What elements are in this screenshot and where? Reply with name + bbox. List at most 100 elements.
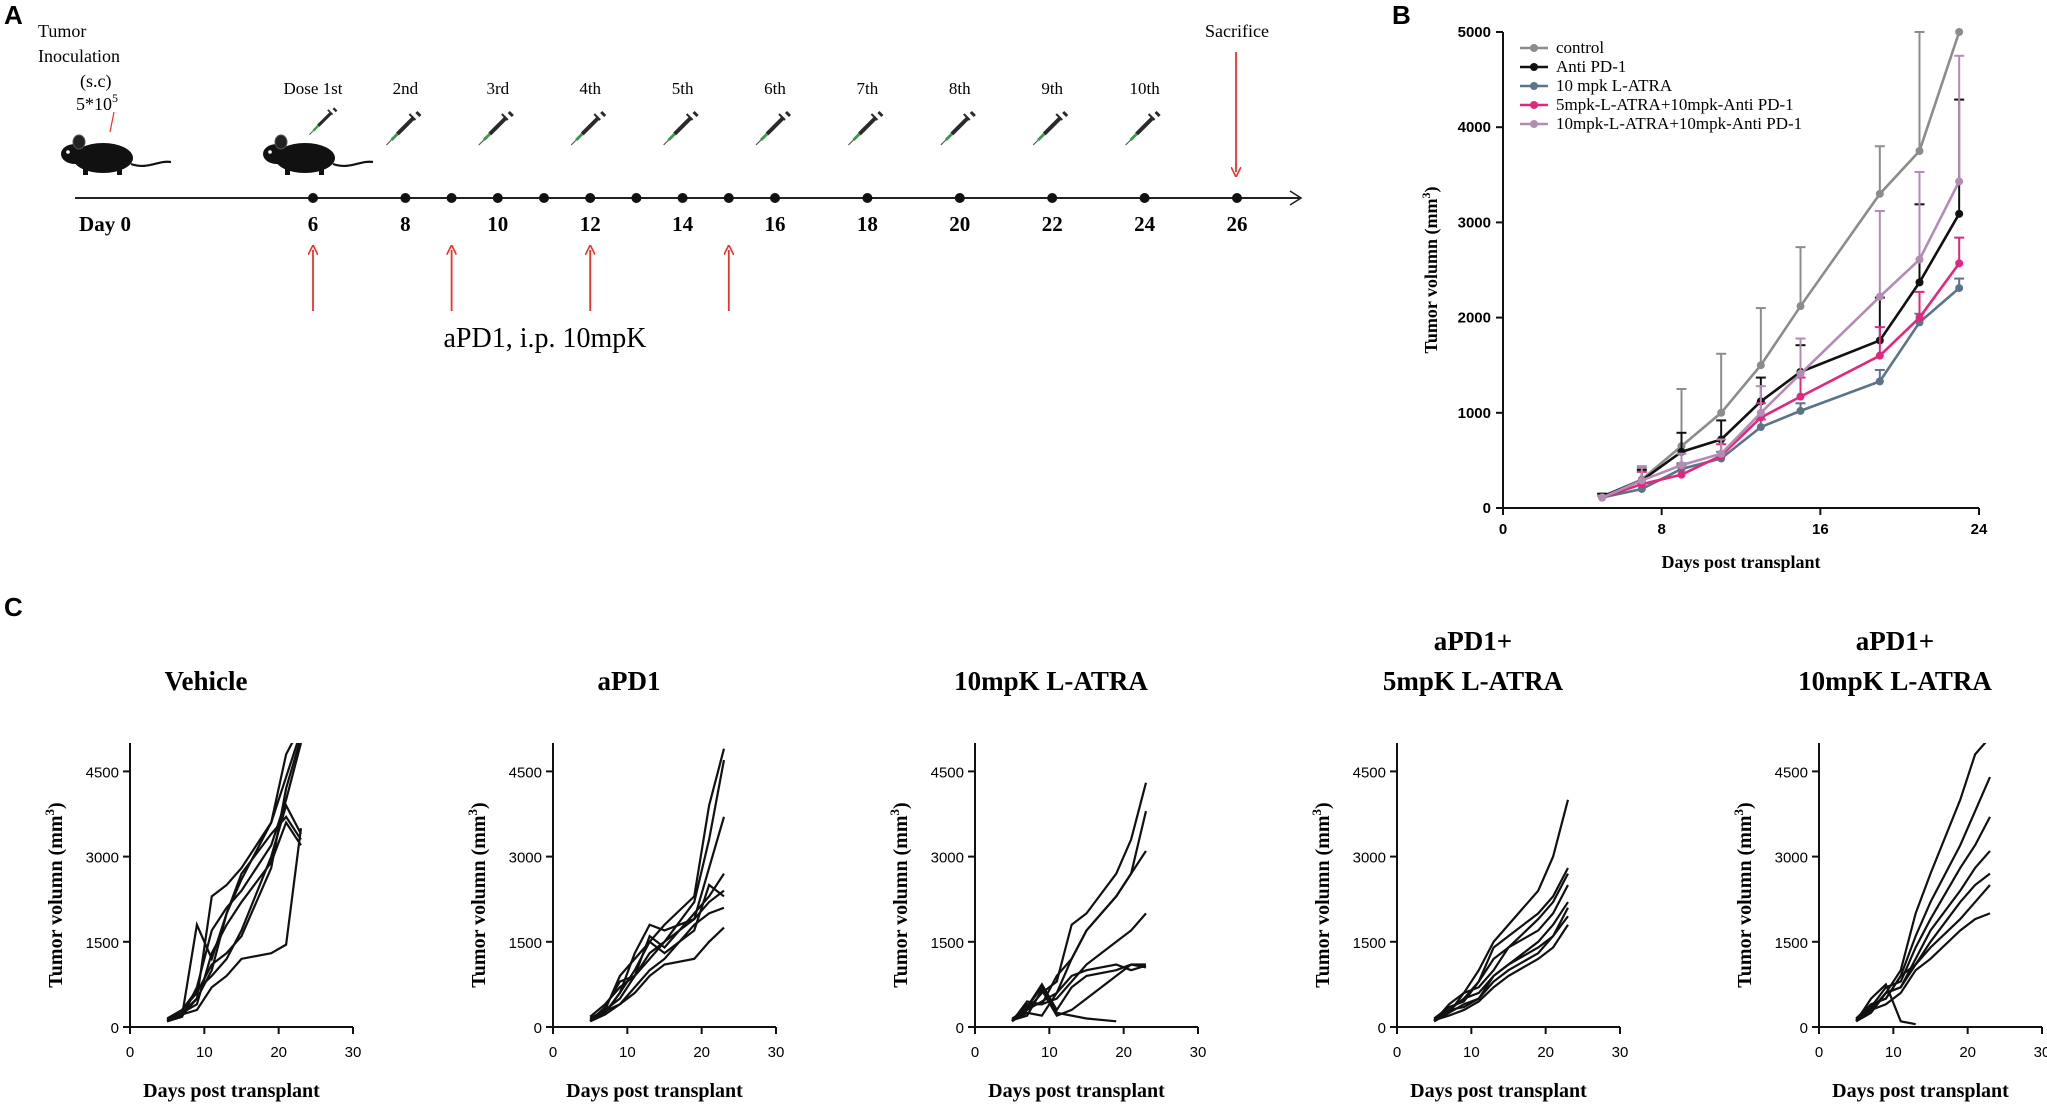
data-point: [1677, 461, 1686, 470]
mouse-curve: [1011, 782, 1148, 1023]
timeline-dot: [400, 193, 411, 203]
data-point: [1756, 423, 1765, 432]
subplot-title: aPD1: [598, 666, 661, 696]
y-axis-label-close: ): [468, 802, 490, 809]
dose-label: 5th: [672, 79, 694, 98]
syringe-icon: [1031, 110, 1070, 147]
x-tick-label: 20: [1959, 1044, 1976, 1061]
y-tick-label: 1000: [1458, 405, 1491, 422]
x-tick-label: 0: [1499, 521, 1507, 538]
timeline-dot: [308, 193, 318, 203]
data-point: [1875, 351, 1884, 360]
series-line: [1601, 180, 1961, 499]
y-tick-label: 1500: [931, 935, 964, 952]
data-point: [1637, 476, 1646, 485]
x-tick-label: 24: [1971, 521, 1988, 538]
subplot-4: aPD1+ 5mpK L-ATRA 0 10 20 30 0 1500 3000 4500 Days…: [1309, 626, 1628, 1102]
syringe-shape: [384, 110, 423, 147]
x-tick-label: 0: [1393, 1044, 1401, 1061]
x-tick-label: 20: [693, 1044, 710, 1061]
panel-a-letter: A: [4, 0, 23, 30]
mouse-curve: [589, 816, 726, 1023]
data-point: [1677, 470, 1686, 479]
x-axis-label: Days post transplant: [143, 1080, 320, 1102]
subplot-title: 10mpK L-ATRA: [954, 666, 1148, 696]
y-tick-label: 4500: [509, 764, 542, 781]
data-point: [1717, 408, 1726, 417]
legend-label: control: [1556, 38, 1604, 57]
data-point: [1955, 284, 1964, 293]
x-tick-label: 30: [345, 1044, 362, 1061]
mouse-curve: [1011, 985, 1117, 1023]
y-axis-label-close: ): [1312, 802, 1334, 809]
inoculation-cells: 5*105: [76, 91, 118, 114]
data-point: [1598, 493, 1607, 502]
y-tick-label: 0: [534, 1020, 542, 1037]
apd1-label: aPD1, i.p. 10mpK: [444, 323, 647, 354]
syringe-shape: [661, 110, 700, 147]
dose-label: 3rd: [486, 79, 509, 98]
data-point: [1915, 278, 1924, 287]
legend-label: Anti PD-1: [1556, 57, 1626, 76]
dose-label: 6th: [764, 79, 786, 98]
y-axis-label-main: Tumor volumn (mm: [1734, 815, 1756, 988]
y-axis-label-close: ): [1734, 802, 1756, 809]
subplot-3: 10mpK L-ATRA 0 10 20 30 0 1500 3000 4500 Days pos…: [887, 666, 1206, 1102]
day-label: 6: [308, 212, 319, 236]
timeline-dot: [1047, 193, 1058, 203]
dose-label: 8th: [949, 79, 971, 98]
dose-label: Dose 1st: [283, 79, 342, 98]
timeline-dot: [585, 193, 596, 203]
dose-schedule: Dose 1st 2nd 3rd 4th 5th 6th 7th 8th 9th 10th: [283, 79, 1162, 147]
day-label: 24: [1134, 212, 1156, 236]
y-tick-label: 5000: [1458, 24, 1491, 41]
mouse-curve: [166, 815, 302, 1022]
y-axis-label-main: Tumor volumn (mm: [1421, 198, 1442, 353]
y-tick-label: 4500: [1775, 764, 1808, 781]
y-tick-label: 0: [1800, 1020, 1808, 1037]
y-axis-label-sup: 3: [1731, 808, 1746, 815]
timeline-dot: [446, 193, 457, 203]
data-point: [1875, 377, 1884, 386]
mouse-curve: [1855, 884, 1991, 1023]
individual-curves: [1433, 799, 1570, 1023]
x-tick-label: 0: [549, 1044, 557, 1061]
mouse-curve: [1855, 816, 1991, 1023]
series-5mpk-l-atra-10mpk-anti-pd-1: [1597, 236, 1965, 502]
dose-label: 7th: [857, 79, 879, 98]
y-axis-label-sup: 3: [465, 808, 480, 815]
timeline-dot: [492, 193, 503, 203]
y-tick-label: 4500: [86, 764, 119, 781]
day-label: 20: [949, 212, 970, 236]
y-axis-label: Tumor volumn (mm3): [1419, 186, 1442, 353]
mouse-curve: [1855, 776, 1991, 1020]
y-tick-label: 1500: [1775, 935, 1808, 952]
timeline-dot: [677, 193, 688, 203]
y-tick-label: 0: [111, 1020, 119, 1037]
y-tick-label: 3000: [1458, 214, 1491, 231]
x-tick-label: 0: [126, 1044, 134, 1061]
data-point: [1796, 406, 1805, 415]
dose-label: 4th: [579, 79, 601, 98]
y-tick-label: 1500: [509, 935, 542, 952]
y-tick-label: 4000: [1458, 119, 1491, 136]
timeline-dots: [308, 193, 1242, 203]
individual-curves: [1855, 743, 1991, 1026]
y-axis-label-main: Tumor volumn (mm: [45, 815, 67, 988]
syringe-shape: [307, 106, 339, 137]
x-tick-label: 10: [1885, 1044, 1902, 1061]
mouse-curve: [1433, 799, 1570, 1023]
syringe-icon: [661, 110, 700, 147]
x-tick-label: 10: [1463, 1044, 1480, 1061]
day-label: 22: [1042, 212, 1063, 236]
legend-marker: [1530, 82, 1538, 90]
syringe-shape: [569, 110, 608, 147]
timeline-dot: [631, 193, 642, 203]
legend-marker: [1530, 63, 1538, 71]
mouse-curve: [1433, 884, 1569, 1023]
x-tick-label: 10: [196, 1044, 213, 1061]
syringe-icon: [846, 110, 885, 147]
mouse-curve: [1011, 912, 1147, 1022]
y-tick-label: 3000: [1353, 850, 1386, 867]
y-axis-label-main: Tumor volumn (mm: [1312, 815, 1334, 988]
